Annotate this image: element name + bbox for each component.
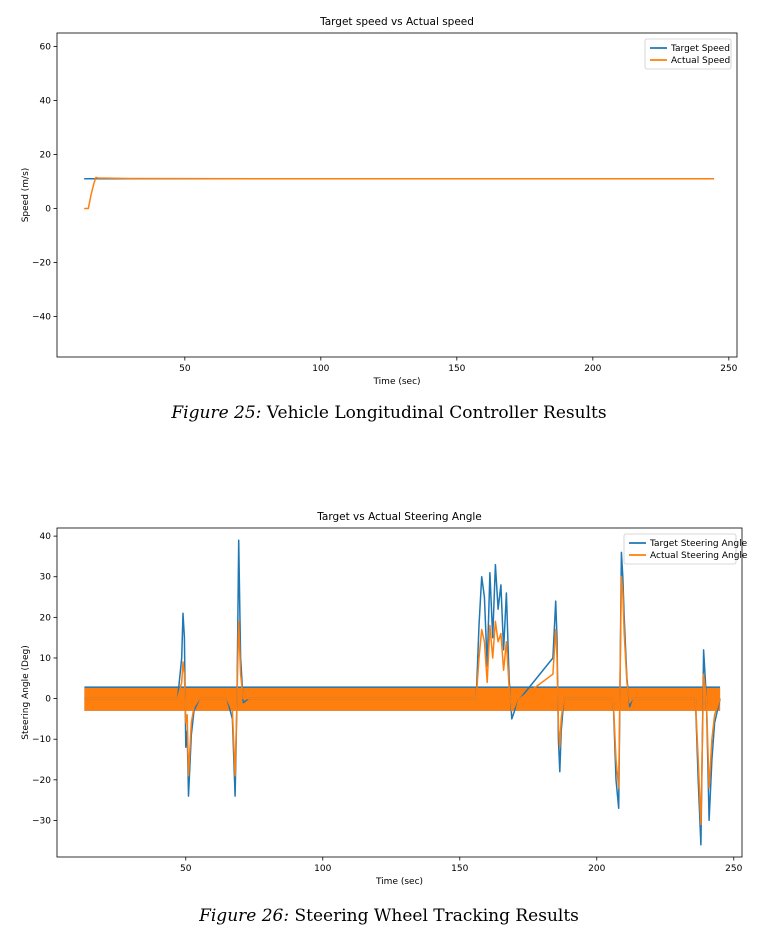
y-tick-label: −10 <box>32 735 51 745</box>
y-tick-label: 0 <box>45 695 51 705</box>
y-axis-title: Speed (m/s) <box>21 168 31 223</box>
plot-frame <box>56 527 743 858</box>
caption-text: Vehicle Longitudinal Controller Results <box>261 403 607 423</box>
x-tick-label: 100 <box>314 864 331 874</box>
speed-figure-caption: Figure 25: Vehicle Longitudinal Controll… <box>0 403 778 423</box>
x-tick-label: 50 <box>179 364 191 374</box>
caption-label: Figure 25: <box>171 403 262 423</box>
y-tick-label: 40 <box>40 532 52 542</box>
y-tick-label: −20 <box>32 776 51 786</box>
x-axis-title: Time (sec) <box>375 877 423 887</box>
x-tick-label: 150 <box>448 364 465 374</box>
legend-label: Target Steering Angle <box>649 539 748 549</box>
x-tick-label: 250 <box>725 864 742 874</box>
y-tick-label: 30 <box>40 573 52 583</box>
series-line-actual <box>84 575 721 826</box>
steering-figure-caption: Figure 26: Steering Wheel Tracking Resul… <box>0 906 778 926</box>
y-tick-label: 20 <box>40 613 52 623</box>
legend-label: Actual Speed <box>671 56 730 66</box>
series-line-actual <box>84 176 714 210</box>
plot-frame <box>56 32 738 358</box>
x-tick-label: 150 <box>451 864 468 874</box>
x-tick-label: 200 <box>584 364 601 374</box>
steering-figure: Target vs Actual Steering Angle 50 100 150 2… <box>0 505 778 890</box>
x-tick-label: 200 <box>588 864 605 874</box>
y-tick-label: −40 <box>32 313 51 323</box>
chart-title: Target speed vs Actual speed <box>319 16 474 28</box>
caption-text: Steering Wheel Tracking Results <box>289 906 579 926</box>
y-tick-label: 20 <box>40 151 52 161</box>
y-axis-title: Steering Angle (Deg) <box>21 645 31 739</box>
y-tick-label: 10 <box>40 654 52 664</box>
legend-box <box>644 38 732 70</box>
x-axis-title: Time (sec) <box>372 377 420 387</box>
x-tick-label: 100 <box>312 364 329 374</box>
y-tick-label: 40 <box>40 97 52 107</box>
legend-label: Actual Steering Angle <box>650 551 748 561</box>
speed-figure: Target speed vs Actual speed 50 100 150 200 2… <box>0 0 778 395</box>
x-tick-label: 50 <box>180 864 192 874</box>
chart-title: Target vs Actual Steering Angle <box>316 511 482 523</box>
legend-label: Target Speed <box>670 44 730 54</box>
x-tick-label: 250 <box>720 364 737 374</box>
legend-box <box>623 533 737 565</box>
y-tick-label: 0 <box>45 205 51 215</box>
y-tick-label: 60 <box>40 43 52 53</box>
y-tick-label: −30 <box>32 816 51 826</box>
caption-label: Figure 26: <box>199 906 290 926</box>
y-tick-label: −20 <box>32 259 51 269</box>
